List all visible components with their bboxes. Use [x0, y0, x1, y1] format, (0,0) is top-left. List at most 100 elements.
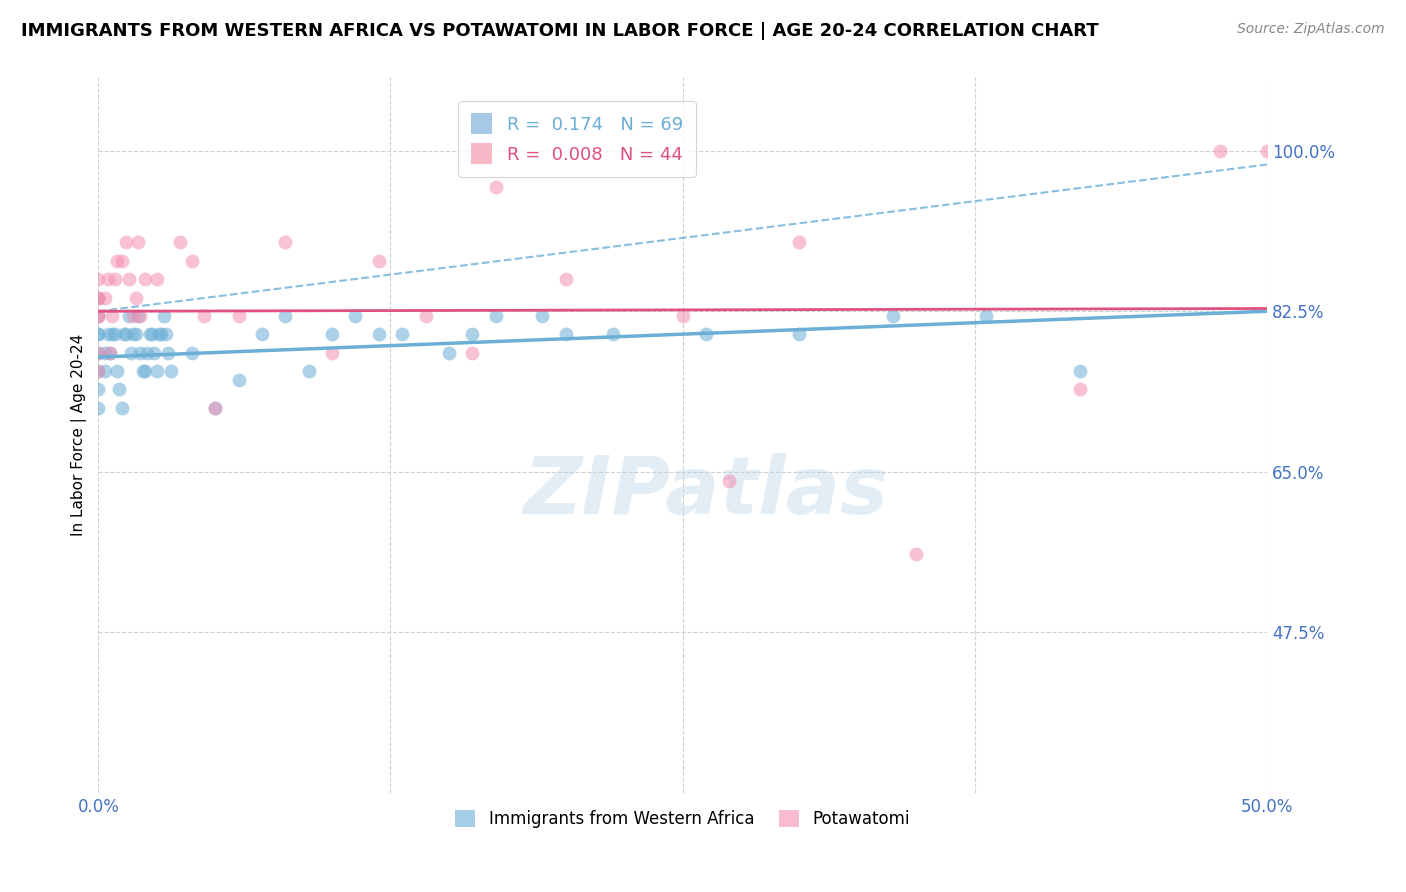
- Point: [87, 327, 110, 342]
- Point: [115, 235, 138, 250]
- Point: [125, 327, 148, 342]
- Point: [87, 291, 110, 305]
- Point: [415, 309, 437, 323]
- Point: [87, 291, 110, 305]
- Point: [101, 327, 124, 342]
- Point: [115, 327, 138, 342]
- Point: [87, 327, 110, 342]
- Point: [321, 345, 343, 359]
- Legend: Immigrants from Western Africa, Potawatomi: Immigrants from Western Africa, Potawato…: [449, 803, 917, 834]
- Point: [94, 345, 117, 359]
- Point: [134, 364, 156, 378]
- Point: [120, 345, 142, 359]
- Point: [485, 309, 508, 323]
- Point: [134, 272, 156, 286]
- Point: [485, 180, 508, 194]
- Point: [97, 327, 120, 342]
- Point: [344, 309, 367, 323]
- Point: [367, 327, 389, 342]
- Point: [118, 309, 141, 323]
- Point: [87, 345, 110, 359]
- Point: [127, 309, 149, 323]
- Point: [105, 253, 128, 268]
- Point: [152, 309, 174, 323]
- Point: [104, 272, 127, 286]
- Point: [111, 253, 134, 268]
- Point: [1372, 510, 1395, 524]
- Point: [905, 547, 928, 561]
- Point: [1069, 364, 1091, 378]
- Point: [141, 327, 163, 342]
- Point: [87, 291, 110, 305]
- Point: [127, 235, 149, 250]
- Point: [87, 309, 110, 323]
- Point: [143, 345, 166, 359]
- Point: [94, 364, 117, 378]
- Point: [129, 309, 152, 323]
- Text: ZIPatlas: ZIPatlas: [523, 453, 889, 532]
- Point: [150, 327, 173, 342]
- Point: [531, 309, 554, 323]
- Point: [98, 345, 121, 359]
- Point: [180, 345, 202, 359]
- Point: [554, 272, 576, 286]
- Point: [122, 309, 145, 323]
- Point: [87, 364, 110, 378]
- Point: [146, 272, 169, 286]
- Point: [274, 309, 297, 323]
- Point: [789, 235, 811, 250]
- Point: [87, 272, 110, 286]
- Text: IMMIGRANTS FROM WESTERN AFRICA VS POTAWATOMI IN LABOR FORCE | AGE 20-24 CORRELAT: IMMIGRANTS FROM WESTERN AFRICA VS POTAWA…: [21, 22, 1098, 40]
- Point: [1209, 144, 1232, 158]
- Point: [87, 309, 110, 323]
- Point: [1302, 309, 1324, 323]
- Point: [97, 272, 120, 286]
- Point: [204, 401, 226, 415]
- Point: [695, 327, 717, 342]
- Point: [321, 327, 343, 342]
- Point: [461, 327, 484, 342]
- Point: [228, 309, 250, 323]
- Point: [882, 309, 904, 323]
- Point: [672, 309, 695, 323]
- Point: [118, 272, 141, 286]
- Point: [367, 253, 389, 268]
- Point: [180, 253, 202, 268]
- Point: [1069, 382, 1091, 396]
- Point: [148, 327, 170, 342]
- Point: [125, 291, 148, 305]
- Point: [554, 327, 576, 342]
- Point: [193, 309, 215, 323]
- Point: [94, 291, 117, 305]
- Point: [129, 345, 152, 359]
- Point: [155, 327, 177, 342]
- Point: [105, 364, 128, 378]
- Point: [132, 364, 155, 378]
- Point: [169, 235, 191, 250]
- Point: [789, 327, 811, 342]
- Point: [112, 327, 135, 342]
- Point: [87, 401, 110, 415]
- Point: [87, 345, 110, 359]
- Point: [976, 309, 998, 323]
- Point: [391, 327, 413, 342]
- Point: [87, 309, 110, 323]
- Point: [157, 345, 180, 359]
- Point: [718, 474, 741, 488]
- Point: [250, 327, 273, 342]
- Point: [298, 364, 321, 378]
- Text: Source: ZipAtlas.com: Source: ZipAtlas.com: [1237, 22, 1385, 37]
- Y-axis label: In Labor Force | Age 20-24: In Labor Force | Age 20-24: [72, 334, 87, 536]
- Point: [274, 235, 297, 250]
- Point: [122, 327, 145, 342]
- Point: [87, 364, 110, 378]
- Point: [101, 309, 124, 323]
- Point: [87, 382, 110, 396]
- Point: [111, 401, 134, 415]
- Point: [104, 327, 127, 342]
- Point: [139, 327, 162, 342]
- Point: [602, 327, 624, 342]
- Point: [146, 364, 169, 378]
- Point: [437, 345, 460, 359]
- Point: [136, 345, 159, 359]
